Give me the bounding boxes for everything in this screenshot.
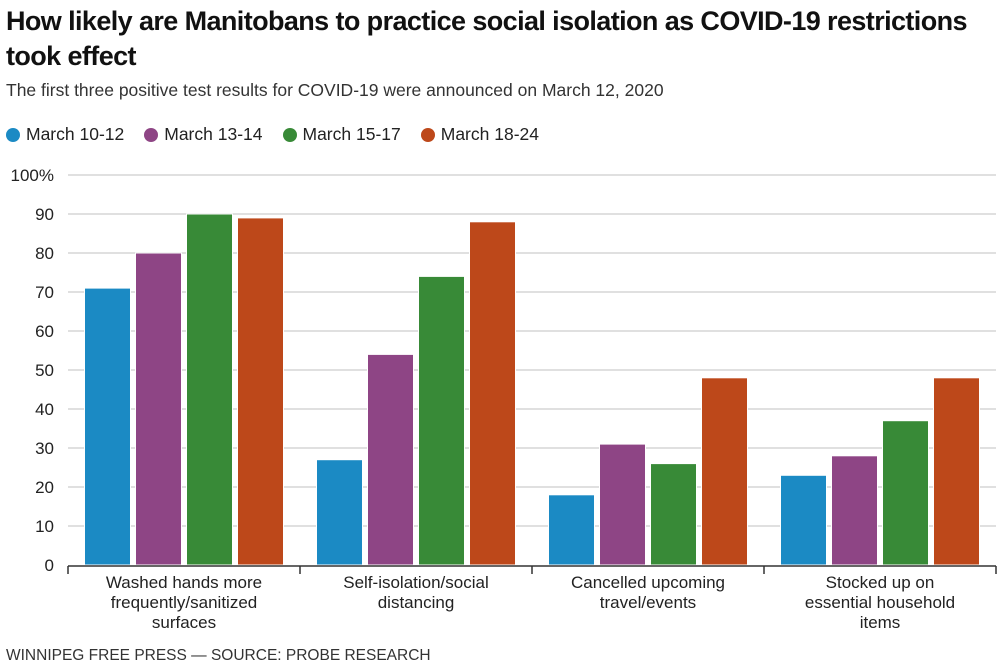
bar bbox=[469, 221, 516, 566]
bar bbox=[237, 217, 284, 566]
x-category-label: Stocked up on bbox=[826, 573, 935, 592]
legend-label: March 18-24 bbox=[440, 124, 539, 144]
x-category-label: frequently/sanitized bbox=[111, 593, 257, 612]
chart-title: How likely are Manitobans to practice so… bbox=[6, 6, 968, 71]
bar bbox=[135, 252, 182, 566]
x-category-label: travel/events bbox=[600, 593, 696, 612]
legend-label: March 15-17 bbox=[302, 124, 401, 144]
legend-item-march-10-12: March 10-12 bbox=[6, 124, 124, 145]
bar bbox=[650, 463, 697, 566]
bar bbox=[933, 377, 980, 566]
y-tick-label: 70 bbox=[35, 283, 54, 302]
bar bbox=[701, 377, 748, 566]
bar bbox=[186, 213, 233, 566]
x-category-label: Washed hands more bbox=[106, 573, 262, 592]
legend-swatch-icon bbox=[144, 127, 159, 142]
x-category-label: essential household bbox=[805, 593, 955, 612]
bar bbox=[84, 287, 131, 566]
bar bbox=[367, 353, 414, 566]
bar bbox=[316, 459, 363, 566]
y-tick-label: 60 bbox=[35, 322, 54, 341]
x-category-label: Self-isolation/social bbox=[343, 573, 489, 592]
bar bbox=[780, 474, 827, 566]
legend-swatch-icon bbox=[282, 127, 297, 142]
chart-subtitle: The first three positive test results fo… bbox=[6, 80, 664, 100]
legend-label: March 10-12 bbox=[26, 124, 125, 144]
bar bbox=[599, 443, 646, 566]
y-tick-label: 20 bbox=[35, 478, 54, 497]
y-tick-label: 10 bbox=[35, 517, 54, 536]
y-tick-label: 0 bbox=[45, 556, 54, 575]
bar bbox=[882, 420, 929, 566]
y-tick-label: 30 bbox=[35, 439, 54, 458]
y-tick-label: 40 bbox=[35, 400, 54, 419]
x-category-label: surfaces bbox=[152, 613, 216, 632]
legend-item-march-13-14: March 13-14 bbox=[144, 124, 263, 145]
legend-item-march-15-17: March 15-17 bbox=[282, 124, 401, 145]
legend-swatch-icon bbox=[6, 127, 20, 142]
legend-label: March 13-14 bbox=[164, 124, 263, 144]
y-tick-label: 100% bbox=[11, 166, 54, 185]
legend-swatch-icon bbox=[420, 127, 435, 142]
source-credit: WINNIPEG FREE PRESS — SOURCE: PROBE RESE… bbox=[6, 647, 431, 664]
x-category-label: distancing bbox=[378, 593, 455, 612]
bar bbox=[548, 494, 595, 566]
y-tick-label: 80 bbox=[35, 244, 54, 263]
legend-item-march-18-24: March 18-24 bbox=[420, 124, 539, 145]
legend: March 10-12 March 13-14 March 15-17 Marc… bbox=[6, 124, 559, 145]
x-category-label: Cancelled upcoming bbox=[571, 573, 725, 592]
y-tick-label: 50 bbox=[35, 361, 54, 380]
y-tick-label: 90 bbox=[35, 205, 54, 224]
bar bbox=[831, 455, 878, 566]
x-category-label: items bbox=[860, 613, 901, 632]
bar bbox=[418, 275, 465, 566]
